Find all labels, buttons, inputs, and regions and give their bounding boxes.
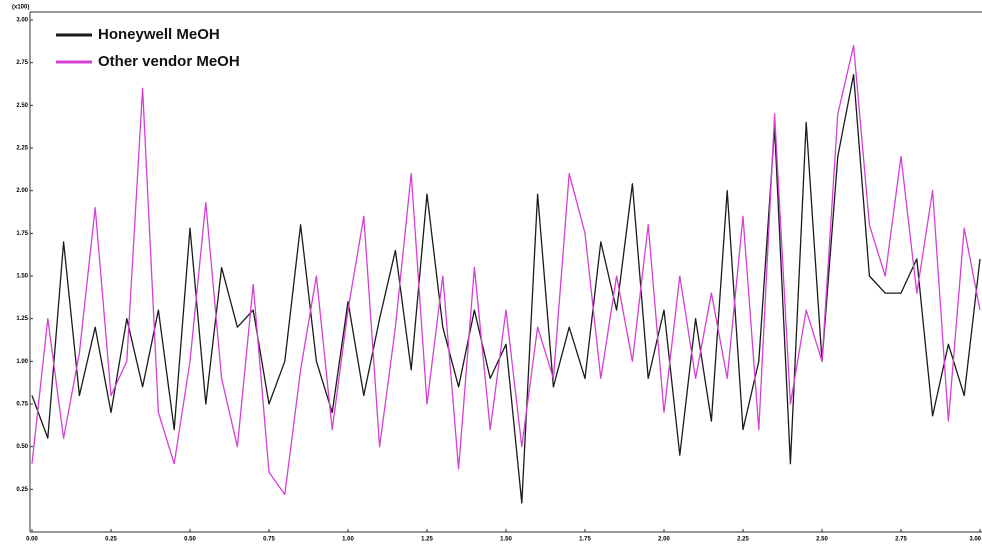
- x-tick-label: 1.25: [421, 537, 433, 543]
- y-tick-label: 1.75: [16, 231, 28, 237]
- x-tick-label: 3.00: [969, 537, 981, 543]
- x-tick-label: 0.75: [263, 537, 275, 543]
- x-tick-label: 2.25: [737, 537, 749, 543]
- y-tick-label: 2.25: [16, 146, 28, 152]
- x-tick-label: 1.50: [500, 537, 512, 543]
- x-tick-label: 2.75: [895, 537, 907, 543]
- series-line: [31, 44, 981, 496]
- y-tick-label: 3.00: [16, 18, 28, 24]
- y-tick-label: 1.00: [16, 359, 28, 365]
- y-tick-label: 0.25: [16, 487, 28, 493]
- y-tick-label: 2.75: [16, 60, 28, 66]
- y-tick-label: 0.50: [16, 444, 28, 450]
- x-tick-label: 0.50: [184, 537, 196, 543]
- axis-annotation: (x100): [12, 5, 29, 11]
- legend-label: Honeywell MeOH: [98, 26, 220, 43]
- y-tick-label: 0.75: [16, 402, 28, 408]
- legend-label: Other vendor MeOH: [98, 53, 240, 70]
- y-tick-label: 2.00: [16, 188, 28, 194]
- x-tick-label: 0.25: [105, 537, 117, 543]
- y-tick-label: 1.25: [16, 316, 28, 322]
- series-line: [31, 73, 981, 504]
- x-tick-label: 1.75: [579, 537, 591, 543]
- y-tick-label: 1.50: [16, 274, 28, 280]
- x-tick-label: 2.50: [816, 537, 828, 543]
- y-tick-label: 2.50: [16, 103, 28, 109]
- x-tick-label: 0.00: [26, 537, 38, 543]
- x-tick-label: 1.00: [342, 537, 354, 543]
- x-tick-label: 2.00: [658, 537, 670, 543]
